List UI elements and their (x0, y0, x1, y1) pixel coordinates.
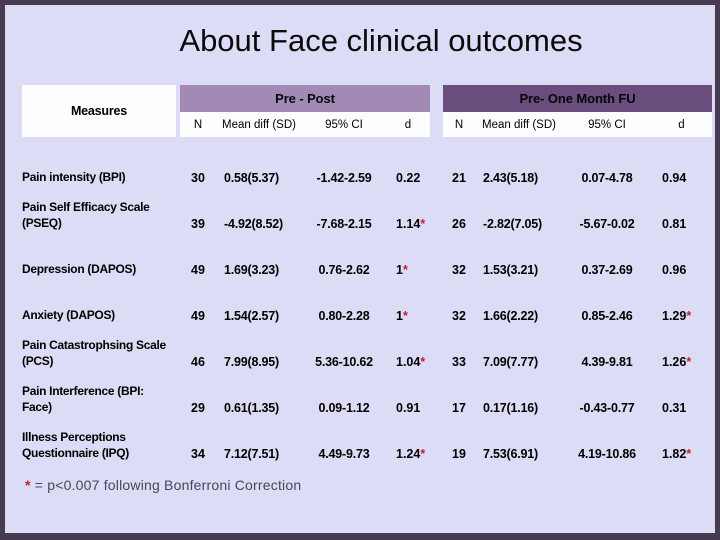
pre-one-month-fu-section-header: Pre- One Month FU (443, 85, 712, 112)
pre-post-mean-diff: 7.99(8.95) (224, 355, 279, 369)
pre-post-mean-diff: 1.69(3.23) (224, 263, 279, 277)
fu-subheader-row: N Mean diff (SD) 95% CI d (443, 112, 712, 137)
pre-post-ci: 5.36-10.62 (315, 355, 373, 369)
fu-mean-diff: -2.82(7.05) (483, 217, 542, 231)
pre-post-d: 1.14* (396, 217, 426, 231)
fu-n: 33 (452, 355, 466, 369)
fu-mean-diff: 7.09(7.77) (483, 355, 538, 369)
pre-post-d: 1* (396, 263, 408, 277)
significance-star: * (25, 477, 31, 493)
pre-post-mean-diff: 0.61(1.35) (224, 401, 279, 415)
pre-post-ci: -7.68-2.15 (316, 217, 372, 231)
fu-n: 19 (452, 447, 466, 461)
column-header-d: d (678, 118, 685, 131)
pre-post-subheader-row: N Mean diff (SD) 95% CI d (180, 112, 430, 137)
measure-label: Pain Self Efficacy Scale (PSEQ) (22, 200, 150, 230)
fu-d: 0.31 (662, 401, 687, 415)
table-row: Pain intensity (BPI) 30 0.58(5.37) -1.42… (22, 145, 712, 191)
measure-label: Pain Interference (BPI: Face) (22, 384, 144, 414)
column-header-ci: 95% CI (588, 118, 626, 131)
pre-post-d: 0.91 (396, 401, 421, 415)
fu-ci: 0.07-4.78 (581, 171, 633, 185)
pre-post-ci: 0.76-2.62 (318, 263, 370, 277)
bonferroni-footnote: * = p<0.007 following Bonferroni Correct… (25, 477, 301, 493)
column-header-n: N (193, 118, 203, 131)
fu-ci: -0.43-0.77 (579, 401, 635, 415)
column-header-ci: 95% CI (325, 118, 363, 131)
pre-post-mean-diff: -4.92(8.52) (224, 217, 283, 231)
fu-mean-diff: 7.53(6.91) (483, 447, 538, 461)
pre-post-n: 29 (191, 401, 205, 415)
pre-post-mean-diff: 1.54(2.57) (224, 309, 279, 323)
fu-mean-diff: 1.53(3.21) (483, 263, 538, 277)
fu-n: 26 (452, 217, 466, 231)
fu-n: 32 (452, 309, 466, 323)
table-row: Anxiety (DAPOS) 49 1.54(2.57) 0.80-2.28 … (22, 283, 712, 329)
table-row: Illness Perceptions Questionnaire (IPQ) … (22, 421, 712, 467)
pre-post-ci: -1.42-2.59 (316, 171, 372, 185)
significance-star: * (686, 447, 692, 461)
fu-ci: 0.85-2.46 (581, 309, 633, 323)
fu-d: 0.81 (662, 217, 687, 231)
pre-post-n: 34 (191, 447, 205, 461)
table-row: Pain Interference (BPI: Face) 29 0.61(1.… (22, 375, 712, 421)
column-header-mean-diff: Mean diff (SD) (222, 118, 296, 131)
pre-post-ci: 4.49-9.73 (318, 447, 370, 461)
fu-ci: 4.39-9.81 (581, 355, 633, 369)
fu-n: 21 (452, 171, 466, 185)
page-title: About Face clinical outcomes (179, 23, 583, 58)
significance-star: * (420, 217, 426, 231)
significance-star: * (686, 355, 692, 369)
significance-star: * (402, 309, 408, 323)
table-row: Pain Self Efficacy Scale (PSEQ) 39 -4.92… (22, 191, 712, 237)
fu-mean-diff: 1.66(2.22) (483, 309, 538, 323)
table-row: Pain Catastrophsing Scale (PCS) 46 7.99(… (22, 329, 712, 375)
pre-post-d: 1.24* (396, 447, 426, 461)
table-body: Pain intensity (BPI) 30 0.58(5.37) -1.42… (22, 145, 712, 467)
fu-d: 1.29* (662, 309, 692, 323)
significance-star: * (420, 355, 426, 369)
fu-ci: 0.37-2.69 (581, 263, 633, 277)
measures-column-header: Measures (22, 85, 176, 137)
significance-star: * (420, 447, 426, 461)
column-header-d: d (404, 118, 412, 131)
pre-post-mean-diff: 0.58(5.37) (224, 171, 279, 185)
pre-post-n: 39 (191, 217, 205, 231)
measure-label: Pain intensity (BPI) (22, 170, 126, 184)
pre-post-ci: 0.09-1.12 (318, 401, 370, 415)
pre-post-n: 49 (191, 309, 205, 323)
column-header-n: N (454, 118, 464, 131)
measure-label: Depression (DAPOS) (22, 262, 136, 276)
column-header-mean-diff: Mean diff (SD) (482, 118, 556, 131)
pre-post-d: 1.04* (396, 355, 426, 369)
pre-post-ci: 0.80-2.28 (318, 309, 370, 323)
fu-n: 17 (452, 401, 466, 415)
measure-label: Pain Catastrophsing Scale (PCS) (22, 338, 166, 368)
fu-mean-diff: 0.17(1.16) (483, 401, 538, 415)
fu-d: 1.82* (662, 447, 692, 461)
significance-star: * (686, 309, 692, 323)
table-row: Depression (DAPOS) 49 1.69(3.23) 0.76-2.… (22, 237, 712, 283)
fu-d: 0.96 (662, 263, 687, 277)
pre-post-section-header: Pre - Post (180, 85, 430, 112)
significance-star: * (402, 263, 408, 277)
pre-post-n: 46 (191, 355, 205, 369)
measure-label: Anxiety (DAPOS) (22, 308, 115, 322)
pre-post-n: 49 (191, 263, 205, 277)
pre-post-d: 0.22 (396, 171, 421, 185)
pre-post-n: 30 (191, 171, 205, 185)
footnote-text: = p<0.007 following Bonferroni Correctio… (30, 477, 302, 493)
fu-d: 0.94 (662, 171, 687, 185)
fu-ci: -5.67-0.02 (579, 217, 635, 231)
fu-ci: 4.19-10.86 (578, 447, 636, 461)
fu-d: 1.26* (662, 355, 692, 369)
measure-label: Illness Perceptions Questionnaire (IPQ) (22, 430, 129, 460)
pre-post-mean-diff: 7.12(7.51) (224, 447, 279, 461)
fu-mean-diff: 2.43(5.18) (483, 171, 538, 185)
pre-post-d: 1* (396, 309, 408, 323)
fu-n: 32 (452, 263, 466, 277)
